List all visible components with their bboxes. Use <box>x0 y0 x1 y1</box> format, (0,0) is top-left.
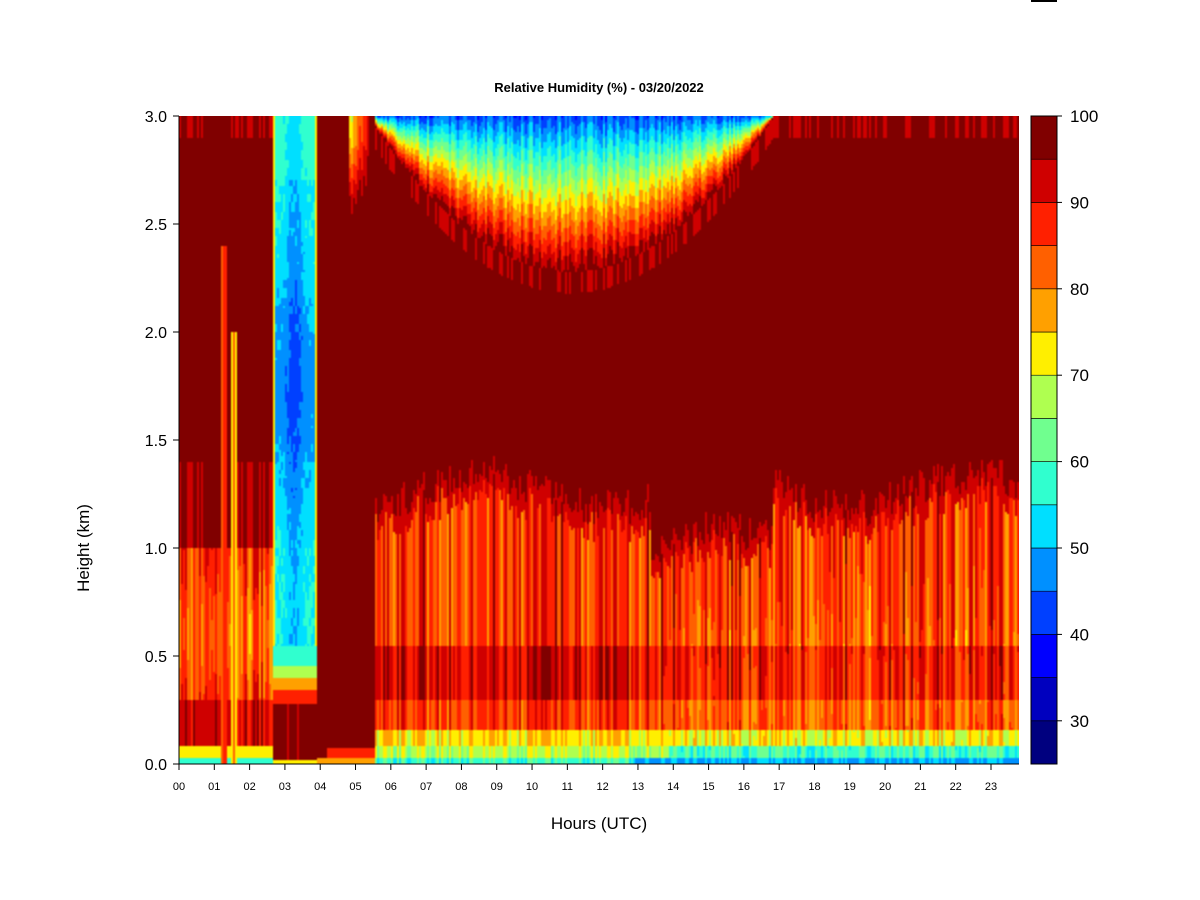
colorbar-segment <box>1030 590 1058 635</box>
colorbar-tick-label: 30 <box>1070 712 1089 731</box>
y-tick-label: 2.0 <box>145 325 167 342</box>
x-tick-label: 01 <box>208 781 220 793</box>
colorbar-tick-label: 90 <box>1070 193 1089 212</box>
x-tick-label: 08 <box>455 781 467 793</box>
x-tick-label: 04 <box>314 781 326 793</box>
colorbar-tick-label: 40 <box>1070 625 1089 644</box>
colorbar-segment <box>1030 504 1058 549</box>
x-tick-label: 07 <box>420 781 432 793</box>
colorbar-tick-label: 70 <box>1070 366 1089 385</box>
chart-title: Relative Humidity (%) - 03/20/2022 <box>494 80 704 95</box>
x-tick-label: 17 <box>773 781 785 793</box>
colorbar-segment <box>1030 374 1058 419</box>
x-tick-label: 23 <box>985 781 997 793</box>
colorbar-tick-label: 60 <box>1070 453 1089 472</box>
colorbar-segment <box>1030 202 1058 246</box>
y-tick-label: 2.5 <box>145 217 167 234</box>
x-tick-label: 22 <box>950 781 962 793</box>
colorbar-segment <box>1030 547 1058 592</box>
x-tick-label: 02 <box>243 781 255 793</box>
x-tick-label: 21 <box>914 781 926 793</box>
x-tick-label: 05 <box>349 781 361 793</box>
x-tick-label: 12 <box>597 781 609 793</box>
y-tick-label: 1.5 <box>145 433 167 450</box>
x-tick-label: 18 <box>808 781 820 793</box>
x-tick-label: 16 <box>738 781 750 793</box>
colorbar-segment <box>1030 418 1058 462</box>
colorbar-segment <box>1030 115 1058 160</box>
x-tick-label: 13 <box>632 781 644 793</box>
colorbar-segment <box>1030 245 1058 290</box>
x-tick-label: 14 <box>667 781 679 793</box>
corner-mark <box>1031 0 1057 2</box>
x-tick-label: 10 <box>526 781 538 793</box>
colorbar-segment <box>1030 331 1058 376</box>
y-tick-label: 0.0 <box>145 757 167 774</box>
heatmap-image <box>179 116 1019 764</box>
colorbar-segment <box>1030 634 1058 678</box>
x-axis: 00 01 02 03 04 05 06 07 08 09 10 11 12 13 14 15 16 17 18 19… <box>173 763 1019 793</box>
colorbar-segment <box>1030 677 1058 722</box>
y-axis: 0.0 0.5 1.0 1.5 2.0 2.5 3.0 <box>145 109 180 774</box>
x-tick-label: 03 <box>279 781 291 793</box>
y-axis-label: Height (km) <box>74 504 93 592</box>
colorbar-tick-label: 50 <box>1070 539 1089 558</box>
colorbar-frame <box>1030 115 1058 765</box>
x-axis-label: Hours (UTC) <box>551 814 647 833</box>
colorbar-segment <box>1030 461 1058 506</box>
x-tick-label: 11 <box>562 781 573 793</box>
y-tick-label: 0.5 <box>145 649 167 666</box>
colorbar-tick-label: 80 <box>1070 280 1089 299</box>
x-tick-label: 15 <box>702 781 714 793</box>
x-tick-label: 06 <box>385 781 397 793</box>
x-tick-label: 09 <box>491 781 503 793</box>
colorbar: 30 40 50 60 70 80 90 100 <box>1030 107 1098 765</box>
x-tick-label: 00 <box>173 781 185 793</box>
y-tick-label: 3.0 <box>145 109 167 126</box>
colorbar-segment <box>1030 288 1058 333</box>
colorbar-segment <box>1030 158 1058 203</box>
colorbar-tick-label: 100 <box>1070 107 1098 126</box>
colorbar-segment <box>1030 720 1058 765</box>
x-tick-label: 20 <box>879 781 891 793</box>
y-tick-label: 1.0 <box>145 541 167 558</box>
heatmap <box>179 116 1019 764</box>
x-tick-label: 19 <box>844 781 856 793</box>
